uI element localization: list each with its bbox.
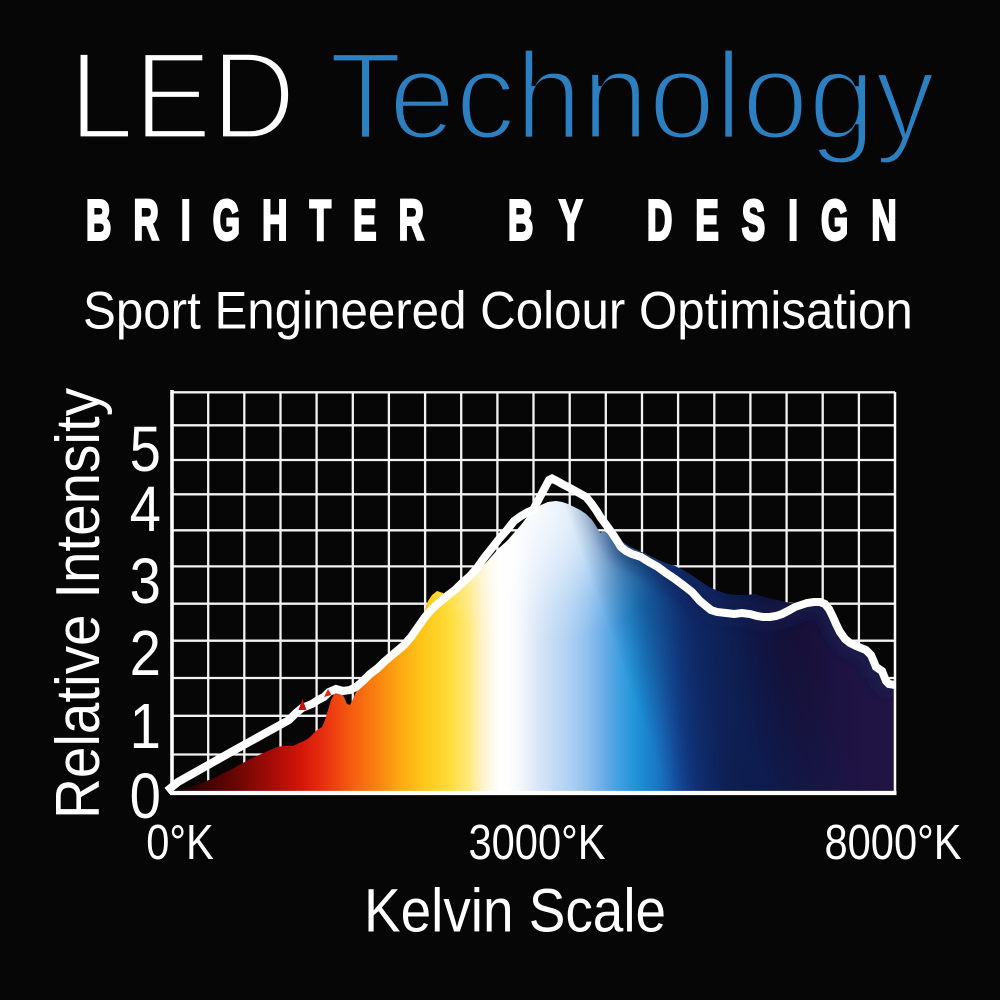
- svg-text:BY: BY: [508, 189, 608, 253]
- svg-text:BRIGHTER: BRIGHTER: [86, 189, 446, 253]
- svg-text:Sport Engineered Colour Optimi: Sport Engineered Colour Optimisation: [83, 281, 913, 340]
- svg-text:DESIGN: DESIGN: [647, 189, 920, 253]
- svg-text:3: 3: [130, 545, 161, 617]
- svg-text:Technology: Technology: [329, 27, 935, 165]
- svg-text:LED: LED: [69, 27, 296, 165]
- svg-text:1: 1: [130, 690, 161, 762]
- svg-text:Kelvin Scale: Kelvin Scale: [364, 877, 666, 945]
- svg-text:2: 2: [130, 617, 161, 689]
- svg-text:Relative Intensity: Relative Intensity: [43, 388, 113, 819]
- svg-text:8000°K: 8000°K: [824, 815, 961, 870]
- svg-text:0: 0: [130, 760, 161, 832]
- svg-text:3000°K: 3000°K: [468, 815, 605, 870]
- svg-text:5: 5: [130, 413, 161, 485]
- svg-text:4: 4: [130, 473, 161, 545]
- svg-text:0°K: 0°K: [146, 815, 214, 870]
